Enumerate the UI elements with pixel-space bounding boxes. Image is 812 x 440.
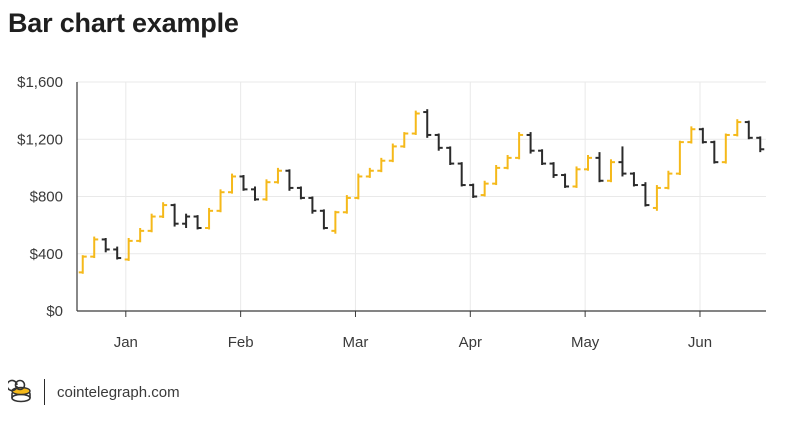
y-tick-label: $1,600	[17, 74, 63, 91]
ohlc-bar	[641, 182, 650, 207]
ohlc-bar	[273, 167, 282, 184]
ohlc-bar	[319, 209, 328, 230]
ohlc-bar	[457, 162, 466, 187]
y-tick-label: $1,200	[17, 131, 63, 148]
price-bars	[78, 109, 765, 274]
ohlc-bar	[629, 172, 638, 187]
footer: cointelegraph.com	[6, 376, 180, 408]
ohlc-bar	[492, 165, 501, 186]
ohlc-bar	[147, 213, 156, 233]
ohlc-bar	[606, 159, 615, 183]
ohlc-bar	[698, 127, 707, 144]
ohlc-bar	[90, 236, 99, 259]
x-tick-label: May	[571, 334, 600, 351]
ohlc-bar	[469, 183, 478, 198]
ohlc-bar	[480, 180, 489, 197]
ohlc-bar	[377, 157, 386, 173]
brand-link[interactable]: cointelegraph.com	[57, 383, 180, 401]
ohlc-bar	[239, 175, 248, 191]
ohlc-bar	[159, 202, 168, 218]
y-axis: $0 $400 $800 $1,200 $1,600	[17, 74, 78, 320]
x-tick-label: Jan	[114, 334, 138, 351]
ohlc-bar	[618, 146, 627, 177]
ohlc-bar	[250, 186, 259, 201]
grid-lines	[77, 81, 766, 311]
ohlc-bar	[411, 110, 420, 135]
ohlc-bar	[710, 140, 719, 164]
y-tick-label: $0	[46, 303, 63, 320]
ohlc-bar	[721, 133, 730, 164]
ohlc-bar	[205, 207, 214, 230]
ohlc-bar	[664, 170, 673, 190]
x-tick-label: Mar	[343, 334, 369, 351]
ohlc-bar	[503, 154, 512, 170]
ohlc-bar	[584, 154, 593, 171]
chart-title: Bar chart example	[8, 8, 239, 38]
ohlc-bar	[388, 143, 397, 163]
x-tick-label: Apr	[459, 334, 482, 351]
ohlc-bar	[296, 186, 305, 200]
ohlc-bar	[652, 185, 661, 211]
ohlc-bar	[687, 126, 696, 144]
ohlc-bar	[526, 132, 535, 154]
ohlc-bar	[538, 149, 547, 166]
ohlc-bar	[595, 152, 604, 183]
x-tick-label: Feb	[228, 334, 254, 351]
coin-stack-icon	[6, 378, 34, 406]
ohlc-bar	[365, 167, 374, 178]
ohlc-bar	[342, 195, 351, 214]
ohlc-bar	[78, 255, 87, 274]
ohlc-bar	[446, 146, 455, 166]
ohlc-bar	[572, 166, 581, 188]
ohlc-bar	[285, 169, 294, 191]
ohlc-bar	[561, 173, 570, 188]
ohlc-bar	[331, 210, 340, 234]
x-axis: Jan Feb Mar Apr May Jun	[77, 310, 766, 351]
ohlc-bar	[101, 238, 110, 253]
ohlc-bar	[193, 215, 202, 230]
ohlc-bar	[733, 119, 742, 137]
ohlc-bar	[308, 196, 317, 214]
ohlc-bar	[182, 213, 191, 228]
ohlc-bar	[434, 133, 443, 151]
ohlc-bar	[756, 136, 765, 153]
ohlc-bar	[170, 203, 179, 227]
ohlc-bar	[216, 189, 225, 213]
ohlc-bar	[113, 246, 122, 260]
ohlc-bar	[423, 109, 432, 138]
ohlc-bar	[354, 173, 363, 200]
ohlc-bar	[400, 132, 409, 148]
ohlc-bar	[549, 162, 558, 178]
ohlc-bar	[262, 179, 271, 201]
ohlc-bar	[515, 132, 524, 160]
ohlc-bar	[675, 140, 684, 176]
y-tick-label: $800	[30, 189, 63, 206]
x-tick-label: Jun	[688, 334, 712, 351]
ohlc-bar	[744, 120, 753, 140]
y-tick-label: $400	[30, 246, 63, 263]
footer-divider	[44, 379, 45, 405]
ohlc-bar	[124, 238, 133, 261]
ohlc-bar	[136, 227, 145, 243]
ohlc-bar	[228, 173, 237, 194]
